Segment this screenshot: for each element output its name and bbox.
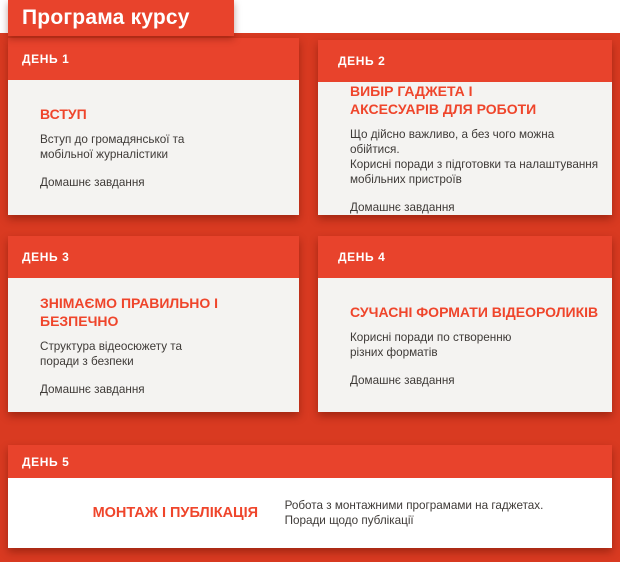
page-title: Програма курсу [22, 6, 190, 29]
course-day-card-4: ДЕНЬ 4 СУЧАСНІ ФОРМАТИ ВІДЕОРОЛИКІВ Кори… [318, 236, 612, 412]
course-day-card-3: ДЕНЬ 3 ЗНІМАЄМО ПРАВИЛЬНО І БЕЗПЕЧНО Стр… [8, 236, 299, 412]
day-5-body: МОНТАЖ І ПУБЛІКАЦІЯ Робота з монтажними … [8, 478, 612, 548]
day-5-header: ДЕНЬ 5 [8, 445, 612, 478]
day-3-title: ЗНІМАЄМО ПРАВИЛЬНО І БЕЗПЕЧНО [40, 294, 219, 329]
day-1-label: ДЕНЬ 1 [22, 52, 70, 66]
day-4-title: СУЧАСНІ ФОРМАТИ ВІДЕОРОЛИКІВ [350, 303, 599, 320]
day-2-label: ДЕНЬ 2 [338, 54, 386, 68]
day-1-header: ДЕНЬ 1 [8, 38, 299, 80]
day-1-title: ВСТУП [40, 106, 87, 122]
day-5-label: ДЕНЬ 5 [22, 454, 70, 469]
course-day-card-5: ДЕНЬ 5 МОНТАЖ І ПУБЛІКАЦІЯ Робота з монт… [8, 445, 612, 548]
day-2-title: ВИБІР ГАДЖЕТА І АКСЕСУАРІВ ДЛЯ РОБОТИ [350, 83, 537, 117]
day-1-body: ВСТУП Вступ до громадянської та мобільно… [8, 80, 299, 215]
course-day-card-2: ДЕНЬ 2 ВИБІР ГАДЖЕТА І АКСЕСУАРІВ ДЛЯ РО… [318, 40, 612, 215]
page-title-banner: Програма курсу [8, 0, 234, 36]
day-4-header: ДЕНЬ 4 [318, 236, 612, 278]
day-3-body: ЗНІМАЄМО ПРАВИЛЬНО І БЕЗПЕЧНО Структура … [8, 278, 299, 412]
day-2-header: ДЕНЬ 2 [318, 40, 612, 82]
day-4-homework: Домашнє завдання [350, 373, 455, 387]
day-3-label: ДЕНЬ 3 [22, 250, 70, 264]
day-2-homework: Домашнє завдання [350, 201, 455, 214]
day-5-title: МОНТАЖ І ПУБЛІКАЦІЯ [92, 505, 259, 521]
day-4-description: Корисні поради по створенню різних форма… [350, 330, 512, 359]
day-5-description: Робота з монтажними програмами на гаджет… [284, 499, 544, 527]
day-1-homework: Домашнє завдання [40, 176, 145, 189]
day-3-header: ДЕНЬ 3 [8, 236, 299, 278]
day-1-description: Вступ до громадянської та мобільної журн… [40, 133, 185, 161]
day-4-label: ДЕНЬ 4 [338, 250, 386, 264]
day-4-body: СУЧАСНІ ФОРМАТИ ВІДЕОРОЛИКІВ Корисні пор… [318, 278, 612, 412]
day-3-description: Структура відеосюжету та поради з безпек… [40, 339, 183, 368]
course-day-card-1: ДЕНЬ 1 ВСТУП Вступ до громадянської та м… [8, 38, 299, 215]
day-2-description: Що дійсно важливо, а без чого можна обій… [350, 128, 599, 186]
day-3-homework: Домашнє завдання [40, 382, 145, 396]
day-2-body: ВИБІР ГАДЖЕТА І АКСЕСУАРІВ ДЛЯ РОБОТИ Що… [318, 82, 612, 215]
